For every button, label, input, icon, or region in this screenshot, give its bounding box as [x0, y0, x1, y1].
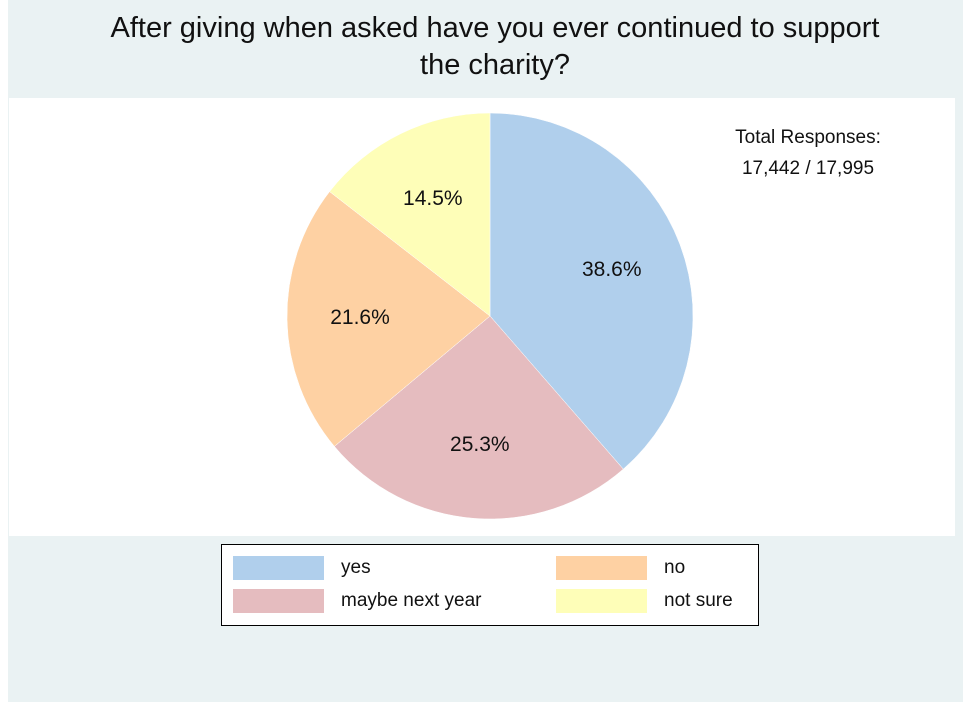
slice-label-not-sure: 14.5%	[403, 187, 463, 210]
legend-swatch-not-sure	[556, 589, 647, 613]
total-responses-note: Total Responses: 17,442 / 17,995	[708, 122, 908, 184]
legend-swatch-no	[556, 556, 647, 580]
legend-item-yes: yes	[233, 555, 371, 581]
legend-item-maybe-next-year: maybe next year	[233, 588, 481, 614]
legend-swatch-maybe-next-year	[233, 589, 324, 613]
pie-slice-no	[286, 191, 491, 447]
legend-label-maybe-next-year: maybe next year	[341, 590, 482, 611]
legend: yes no maybe next year not sure	[221, 544, 759, 626]
legend-label-no: no	[664, 557, 686, 578]
pie-slice-yes	[489, 112, 694, 470]
slice-label-yes: 38.6%	[582, 258, 642, 281]
pie-slice-not-sure	[329, 112, 491, 317]
slice-label-no: 21.6%	[330, 306, 390, 329]
legend-swatch-yes	[233, 556, 324, 580]
note-line-1: Total Responses:	[735, 127, 881, 148]
legend-label-not-sure: not sure	[664, 590, 733, 611]
pie-slice-maybe-next-year	[334, 315, 624, 520]
legend-item-not-sure: not sure	[556, 588, 733, 614]
legend-item-no: no	[556, 555, 685, 581]
legend-label-yes: yes	[341, 557, 371, 578]
slice-label-maybe-next-year: 25.3%	[450, 433, 510, 456]
chart-title: After giving when asked have you ever co…	[110, 12, 880, 81]
note-line-2: 17,442 / 17,995	[741, 158, 875, 179]
